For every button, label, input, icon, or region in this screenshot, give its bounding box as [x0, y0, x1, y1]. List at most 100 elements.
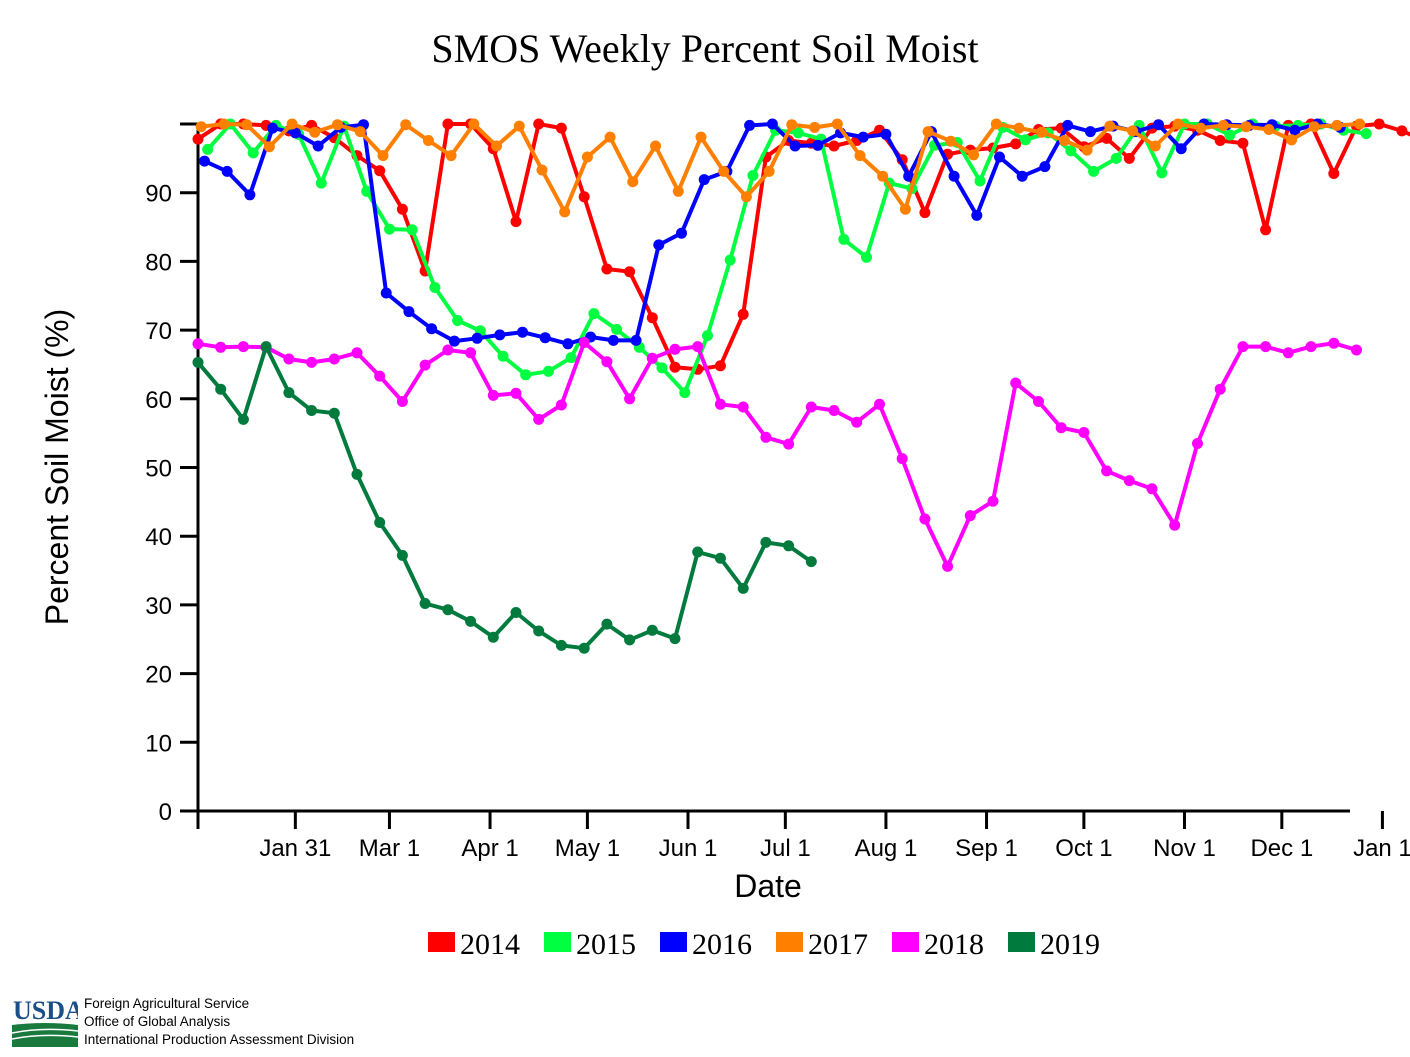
- data-point-2015: [315, 177, 327, 189]
- data-point-2017: [513, 120, 525, 132]
- data-point-2014: [1396, 125, 1408, 137]
- data-point-2017: [786, 119, 798, 131]
- data-point-2017: [332, 119, 343, 131]
- data-point-2014: [646, 312, 658, 324]
- data-point-2014: [1101, 132, 1113, 144]
- data-point-2018: [1078, 427, 1090, 438]
- data-point-2017: [1195, 122, 1207, 134]
- series-2015: [202, 118, 1372, 399]
- data-point-2016: [607, 334, 619, 346]
- data-point-2018: [1260, 341, 1272, 353]
- data-point-2014: [374, 165, 386, 177]
- data-point-2018: [533, 413, 545, 425]
- data-point-2014: [714, 360, 726, 372]
- data-point-2017: [672, 185, 684, 197]
- data-point-2018: [306, 356, 318, 368]
- legend-swatch-2015: [544, 932, 571, 952]
- data-point-2017: [877, 170, 889, 182]
- data-point-2016: [698, 174, 710, 186]
- data-point-2019: [601, 618, 613, 630]
- data-point-2017: [831, 118, 843, 130]
- data-point-2017: [241, 119, 253, 131]
- data-point-2017: [1217, 119, 1229, 131]
- data-point-2016: [517, 326, 528, 338]
- data-point-2018: [396, 396, 408, 407]
- data-point-2019: [260, 341, 272, 353]
- data-point-2015: [452, 315, 464, 326]
- data-point-2015: [838, 233, 850, 245]
- series-line-2019: [196, 344, 813, 651]
- data-point-2019: [533, 625, 545, 637]
- x-tick-label: Nov 1: [1153, 835, 1216, 862]
- usda-logo-text: USDA: [13, 996, 78, 1025]
- data-point-2017: [559, 206, 571, 218]
- data-point-2019: [283, 387, 295, 399]
- x-tick-label: Jul 1: [760, 835, 811, 862]
- data-point-2016: [403, 306, 415, 318]
- data-point-2015: [724, 254, 736, 266]
- data-point-2016: [812, 139, 824, 151]
- data-point-2018: [692, 341, 704, 353]
- legend-label-2018: 2018: [924, 928, 984, 961]
- data-point-2018: [578, 337, 590, 348]
- data-point-2018: [964, 510, 976, 522]
- data-point-2016: [903, 170, 915, 182]
- data-point-2014: [737, 308, 749, 320]
- y-tick-label: 90: [145, 181, 172, 208]
- data-point-2016: [1039, 161, 1051, 173]
- data-point-2017: [1354, 118, 1366, 130]
- data-point-2017: [968, 149, 980, 161]
- data-point-2017: [445, 150, 457, 162]
- data-point-2015: [1088, 165, 1100, 177]
- data-point-2014: [669, 361, 681, 373]
- data-point-2015: [974, 175, 986, 187]
- data-point-2015: [565, 352, 577, 364]
- data-point-2014: [1010, 138, 1022, 150]
- data-point-2019: [760, 536, 772, 548]
- data-point-2014: [442, 118, 454, 130]
- data-point-2014: [828, 140, 840, 152]
- legend-label-2017: 2017: [808, 928, 868, 961]
- y-tick-label: 20: [145, 662, 172, 689]
- data-point-2014: [919, 207, 931, 219]
- data-point-2018: [192, 338, 204, 350]
- data-point-2018: [1146, 483, 1158, 495]
- data-point-2018: [465, 347, 477, 359]
- data-point-2015: [1156, 167, 1168, 179]
- data-point-2018: [624, 393, 636, 405]
- data-point-2017: [650, 140, 661, 152]
- y-tick-label: 80: [145, 249, 172, 276]
- plot-area: 0 10 20 30 40 50 60 70 80 90 Jan 31 Mar 1 Apr 1 May …: [145, 118, 1410, 862]
- data-point-2019: [465, 615, 477, 627]
- data-point-2018: [896, 453, 908, 465]
- data-point-2015: [1065, 145, 1077, 157]
- x-axis-label: Date: [734, 868, 802, 904]
- data-point-2014: [533, 118, 545, 130]
- series-layer: [192, 118, 1410, 654]
- data-point-2016: [221, 165, 233, 177]
- data-point-2015: [1020, 134, 1031, 146]
- data-point-2015: [792, 127, 804, 139]
- data-point-2015: [406, 224, 418, 236]
- data-point-2019: [783, 540, 795, 552]
- data-point-2016: [1175, 143, 1187, 155]
- data-point-2019: [215, 383, 227, 395]
- data-point-2015: [1360, 128, 1372, 140]
- data-point-2016: [971, 209, 983, 221]
- data-point-2018: [351, 347, 363, 359]
- data-point-2018: [714, 398, 726, 410]
- data-point-2015: [588, 308, 600, 320]
- data-point-2019: [442, 604, 454, 616]
- data-point-2014: [555, 122, 567, 134]
- data-point-2017: [1308, 121, 1320, 133]
- data-point-2017: [1036, 126, 1048, 138]
- data-point-2018: [1055, 422, 1067, 434]
- data-point-2016: [766, 118, 778, 130]
- data-point-2018: [987, 495, 999, 507]
- data-point-2015: [1224, 129, 1236, 141]
- data-point-2018: [601, 356, 613, 368]
- footer: USDA Foreign Agricultural Service Office…: [12, 995, 392, 1050]
- data-point-2018: [442, 344, 454, 356]
- data-point-2014: [1260, 224, 1272, 236]
- data-point-2019: [737, 582, 749, 594]
